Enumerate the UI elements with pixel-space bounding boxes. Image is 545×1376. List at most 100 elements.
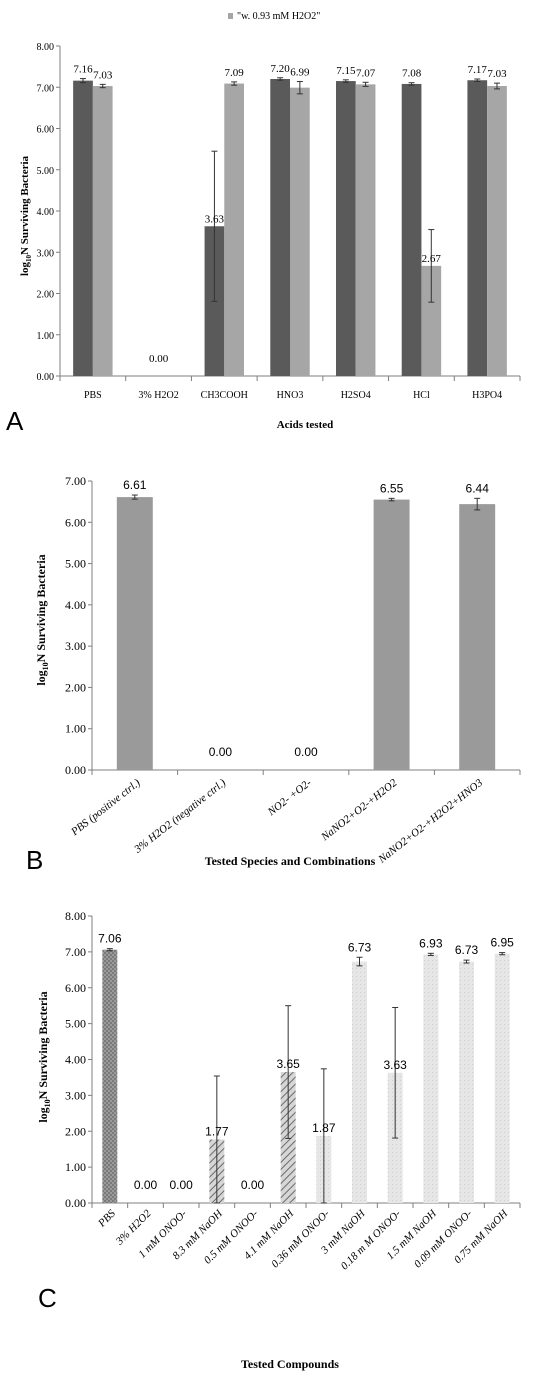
y-tick-label-c: 4.00 xyxy=(65,1053,86,1067)
data-label-a: 7.09 xyxy=(225,67,245,79)
y-tick-label-b: 1.00 xyxy=(65,722,86,736)
data-label-b: 0.00 xyxy=(294,745,318,759)
bar-a xyxy=(401,83,422,376)
bar-b xyxy=(459,504,496,770)
y-tick-label-c: 1.00 xyxy=(65,1160,86,1174)
panel-c: Tested Compounds C log10N Surviving Bact… xyxy=(36,991,339,1371)
data-label-c: 6.93 xyxy=(419,936,443,950)
y-tick-label-a: 3.00 xyxy=(37,248,55,259)
bar-a xyxy=(73,80,93,377)
x-tick-label-b: 3% H2O2 (negative ctrl.) xyxy=(131,777,228,856)
y-tick-label-a: 1.00 xyxy=(37,331,55,342)
y-tick-label-a: 8.00 xyxy=(37,42,55,53)
panel-letter-c: C xyxy=(38,1283,57,1313)
y-tick-label-b: 7.00 xyxy=(65,474,86,488)
bar-c xyxy=(423,954,439,1203)
x-tick-label-a: HCl xyxy=(413,390,430,401)
data-label-a: 7.07 xyxy=(356,67,376,79)
data-label-b: 0.00 xyxy=(209,745,233,759)
y-tick-label-c: 2.00 xyxy=(65,1124,86,1138)
y-tick-label-c: 7.00 xyxy=(65,945,86,959)
y-tick-label-b: 2.00 xyxy=(65,680,86,694)
bar-a xyxy=(467,80,488,377)
y-tick-label-a: 7.00 xyxy=(37,83,55,94)
panel-b: Tested Species and Combinations B log10N… xyxy=(26,554,376,875)
xlabel-a: Acids tested xyxy=(277,419,334,431)
data-label-a: 7.17 xyxy=(468,64,488,76)
legend-a-label: "w. 0.93 mM H2O2" xyxy=(237,11,320,22)
xlabel-b: Tested Species and Combinations xyxy=(205,854,376,868)
bar-a xyxy=(290,87,310,376)
ylabel-b: log10N Surviving Bacteria xyxy=(34,554,50,685)
panel-letter-b: B xyxy=(26,845,43,875)
y-tick-label-c: 6.00 xyxy=(65,981,86,995)
x-tick-label-a: 3% H2O2 xyxy=(138,390,178,401)
data-label-b: 6.44 xyxy=(466,481,490,495)
bar-a xyxy=(270,79,290,376)
y-tick-label-b: 6.00 xyxy=(65,515,86,529)
bar-a xyxy=(355,84,376,377)
data-label-c: 0.00 xyxy=(241,1178,265,1192)
bar-b xyxy=(116,497,153,770)
x-tick-label-b: PBS (positive ctrl.) xyxy=(68,777,143,839)
x-tick-label-a: H3PO4 xyxy=(472,390,502,401)
x-tick-label-a: HNO3 xyxy=(277,390,304,401)
data-label-a: 6.99 xyxy=(290,66,310,78)
bar-a xyxy=(92,86,113,376)
ylabel-a: log10N Surviving Bacteria xyxy=(19,155,33,276)
data-label-c: 6.73 xyxy=(455,943,479,957)
y-tick-label-c: 5.00 xyxy=(65,1017,86,1031)
data-label-a: 7.03 xyxy=(487,68,507,80)
data-label-a: 7.08 xyxy=(402,68,422,80)
data-label-a: 7.15 xyxy=(336,65,356,77)
x-tick-label-b: NO2- +O2- xyxy=(265,777,314,819)
y-tick-label-a: 4.00 xyxy=(37,207,55,218)
panel-a: "w. 0.93 mM H2O2" Acids tested A log10N … xyxy=(6,11,333,436)
data-label-c: 1.77 xyxy=(205,1125,229,1139)
bar-c xyxy=(494,953,510,1203)
bar-b xyxy=(373,499,410,770)
data-label-a: 7.20 xyxy=(271,63,291,75)
y-tick-label-c: 8.00 xyxy=(65,909,86,923)
bar-c xyxy=(102,949,118,1203)
y-tick-label-c: 0.00 xyxy=(65,1196,86,1210)
data-label-c: 3.65 xyxy=(276,1057,300,1071)
bar-a xyxy=(224,83,244,376)
y-tick-label-c: 3.00 xyxy=(65,1088,86,1102)
data-label-a: 0.00 xyxy=(149,353,169,365)
data-label-c: 0.00 xyxy=(169,1178,193,1192)
panel-letter-a: A xyxy=(6,406,24,436)
bar-c xyxy=(459,961,474,1203)
data-label-a: 2.67 xyxy=(422,253,442,265)
ylabel-c: log10N Surviving Bacteria xyxy=(36,991,52,1122)
bar-a xyxy=(487,86,507,376)
data-label-a: 7.16 xyxy=(73,64,93,76)
bar-a xyxy=(336,81,356,376)
y-tick-label-b: 4.00 xyxy=(65,598,86,612)
data-label-c: 0.00 xyxy=(134,1178,158,1192)
data-label-a: 3.63 xyxy=(205,213,225,225)
y-tick-label-b: 5.00 xyxy=(65,557,86,571)
data-label-b: 6.55 xyxy=(380,481,404,495)
xlabel-c: Tested Compounds xyxy=(241,1357,339,1371)
x-tick-label-a: PBS xyxy=(84,390,102,401)
data-label-c: 1.87 xyxy=(312,1121,336,1135)
data-label-c: 3.63 xyxy=(383,1058,407,1072)
y-tick-label-a: 6.00 xyxy=(37,125,55,136)
x-tick-label-a: H2SO4 xyxy=(341,390,371,401)
x-tick-label-c: PBS xyxy=(95,1207,118,1230)
x-tick-label-b: NaNO2+O2-+H2O2 xyxy=(318,777,399,844)
bar-c xyxy=(352,961,367,1203)
data-label-c: 7.06 xyxy=(98,932,122,946)
x-tick-label-a: CH3COOH xyxy=(201,390,248,401)
data-label-a: 7.03 xyxy=(93,69,113,81)
bar-a xyxy=(421,265,442,376)
data-label-c: 6.73 xyxy=(348,940,372,954)
y-tick-label-a: 2.00 xyxy=(37,290,55,301)
data-label-b: 6.61 xyxy=(123,478,147,492)
y-tick-label-b: 0.00 xyxy=(65,763,86,777)
data-label-c: 6.95 xyxy=(490,936,514,950)
y-tick-label-a: 0.00 xyxy=(37,372,55,383)
legend-swatch-icon xyxy=(228,13,233,19)
